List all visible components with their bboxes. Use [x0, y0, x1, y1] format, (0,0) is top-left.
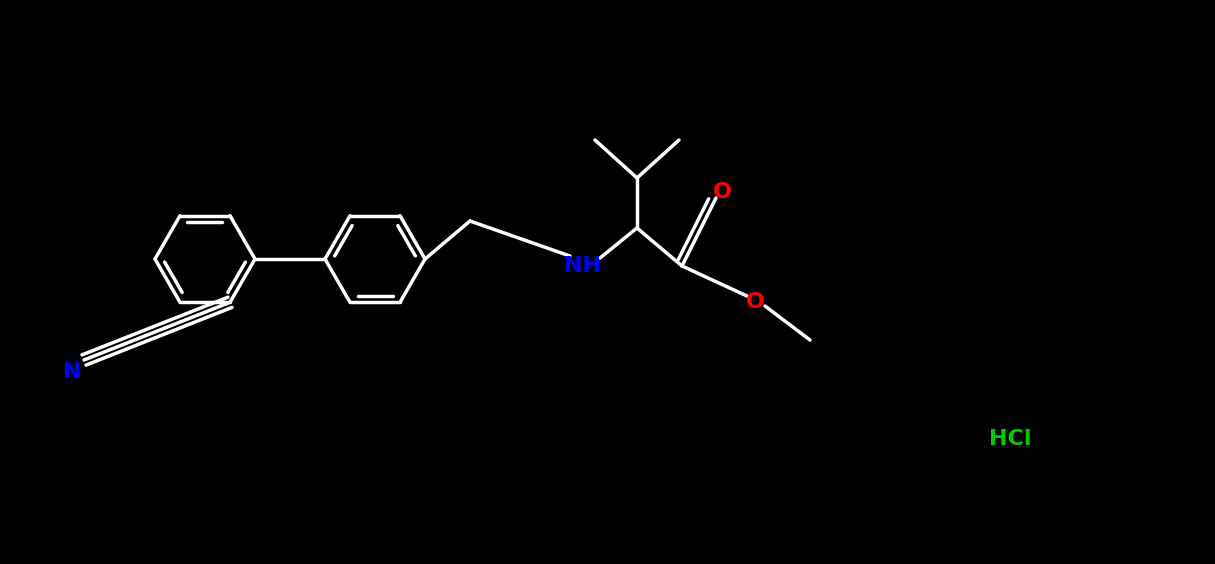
Text: HCl: HCl	[989, 429, 1032, 449]
Text: NH: NH	[564, 256, 600, 276]
Text: N: N	[63, 362, 81, 382]
Text: O: O	[712, 182, 731, 202]
Text: O: O	[746, 292, 764, 312]
